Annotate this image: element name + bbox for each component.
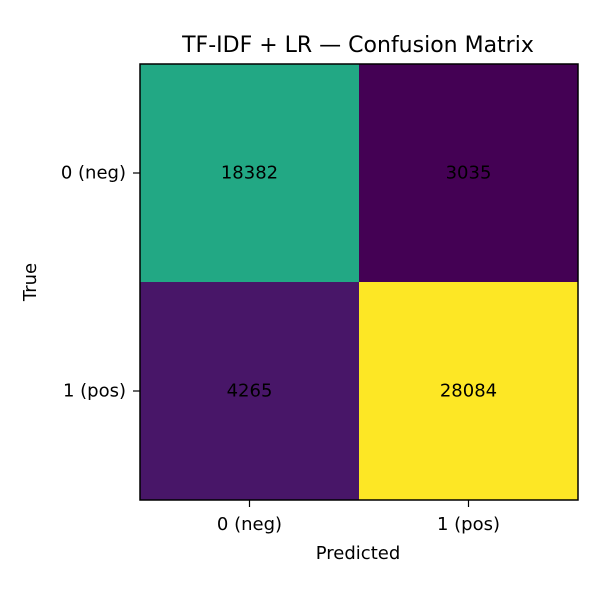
cell-value-r1-c0: 4265	[227, 381, 273, 402]
plot-frame	[139, 63, 579, 501]
heatmap-cell-labels: 18382 3035 4265 28084	[221, 163, 497, 402]
cell-value-r0-c1: 3035	[446, 163, 492, 184]
heatmap-cells	[140, 64, 578, 500]
y-tick-label: 0 (neg)	[61, 163, 126, 184]
heatmap-cell-r0-c1	[359, 64, 578, 282]
cell-value-r0-c0: 18382	[221, 163, 278, 184]
cell-value-r1-c1: 28084	[440, 381, 497, 402]
x-axis-label: Predicted	[316, 543, 401, 564]
heatmap-cell-r1-c0	[140, 282, 359, 500]
chart-title: TF-IDF + LR — Confusion Matrix	[181, 33, 534, 58]
y-axis-label: True	[20, 263, 41, 302]
heatmap-cell-r0-c0	[140, 64, 359, 282]
x-tick-label: 1 (pos)	[437, 514, 500, 535]
y-axis-ticks: 0 (neg) 1 (pos)	[61, 163, 140, 402]
x-axis-ticks: 0 (neg) 1 (pos)	[217, 500, 500, 535]
x-tick-label: 0 (neg)	[217, 514, 282, 535]
heatmap-cell-r1-c1	[359, 282, 578, 500]
y-tick-label: 1 (pos)	[63, 381, 126, 402]
